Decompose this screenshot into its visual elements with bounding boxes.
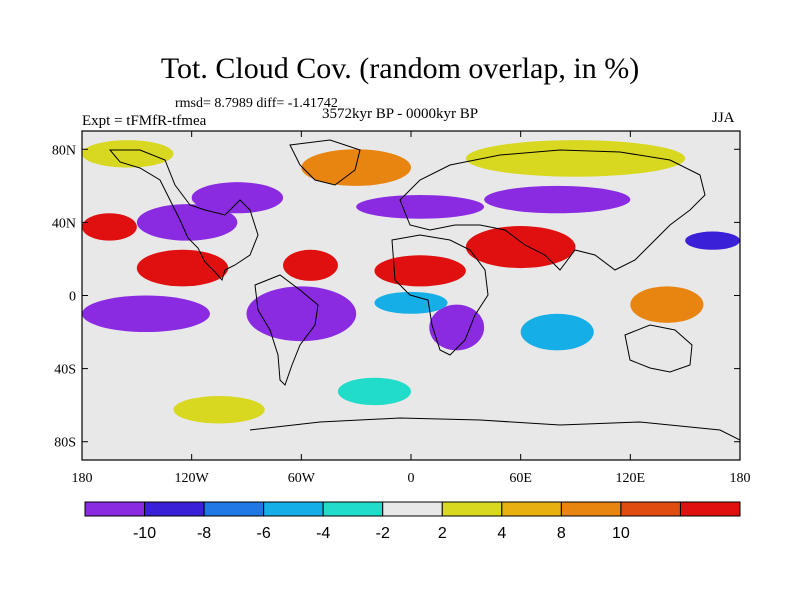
- x-tick-label: 120W: [175, 471, 210, 486]
- x-tick-label: 180: [730, 471, 751, 486]
- anomaly-region: [484, 185, 631, 214]
- anomaly-region: [82, 295, 210, 333]
- x-tick-label: 60W: [288, 471, 316, 486]
- anomaly-region: [337, 377, 412, 406]
- colorbar-swatch: [679, 501, 741, 517]
- colorbar-label: 2: [438, 525, 447, 542]
- anomaly-regions: [82, 140, 740, 424]
- anomaly-region: [136, 204, 238, 241]
- y-tick-label: 40S: [54, 363, 76, 378]
- anomaly-region: [374, 255, 466, 287]
- anomaly-region: [191, 182, 284, 214]
- colorbar-label: 10: [612, 525, 630, 542]
- coastline-africa: [391, 234, 489, 356]
- colorbar-swatch: [560, 501, 622, 517]
- y-tick-label: 80S: [54, 436, 76, 451]
- anomaly-region: [82, 140, 174, 168]
- colorbar-swatch: [263, 501, 324, 517]
- anomaly-region: [630, 286, 704, 323]
- coastline-north-america: [108, 149, 259, 282]
- colorbar-label: 8: [557, 525, 566, 542]
- y-axis: 80N 40N 0 40S 80S: [52, 143, 740, 451]
- colorbar-swatch: [382, 501, 443, 517]
- colorbar-swatch: [203, 501, 265, 517]
- colorbar-label: -6: [257, 525, 271, 542]
- x-axis: 180 120W 60W 0 60E 120E 180: [72, 131, 751, 486]
- anomaly-region: [301, 149, 411, 186]
- anomaly-region: [685, 231, 740, 250]
- colorbar-label: -10: [133, 525, 156, 542]
- colorbar-label: -2: [376, 525, 390, 542]
- period-label: 3572kyr BP - 0000kyr BP: [322, 106, 479, 122]
- anomaly-region: [356, 194, 485, 219]
- colorbar-label: 4: [497, 525, 506, 542]
- anomaly-region: [173, 396, 265, 424]
- colorbar-swatch: [501, 501, 562, 517]
- x-tick-label: 60E: [509, 471, 532, 486]
- colorbar-swatch: [620, 501, 681, 517]
- x-tick-label: 0: [408, 471, 415, 486]
- experiment-label: Expt = tFMfR-tfmea: [82, 113, 207, 129]
- y-tick-label: 40N: [52, 216, 76, 231]
- anomaly-region: [429, 304, 485, 351]
- colorbar-label: -8: [197, 525, 211, 542]
- coastline-antarctica: [249, 417, 740, 441]
- colorbar-swatch: [322, 501, 384, 517]
- y-tick-label: 0: [69, 290, 76, 305]
- colorbar-swatch: [441, 501, 503, 517]
- coastline-australia: [624, 324, 693, 373]
- anomaly-region: [465, 226, 576, 269]
- anomaly-region: [520, 313, 594, 351]
- coastlines: [108, 139, 740, 441]
- colorbar-swatch: [144, 501, 205, 517]
- colorbar-swatch: [84, 501, 146, 517]
- anomaly-region: [283, 249, 338, 281]
- map-title: Tot. Cloud Cov. (random overlap, in %): [160, 52, 640, 85]
- coastline-greenland: [289, 139, 361, 186]
- colorbar: -10 -8 -6 -4 -2 2 4 8 10: [84, 501, 741, 542]
- anomaly-region: [136, 249, 229, 287]
- colorbar-label: -4: [316, 525, 330, 542]
- y-tick-label: 80N: [52, 143, 76, 158]
- anomaly-region: [82, 213, 137, 241]
- x-tick-label: 180: [72, 471, 93, 486]
- anomaly-region: [246, 286, 357, 342]
- season-label: JJA: [712, 110, 735, 126]
- anomaly-region: [465, 140, 686, 177]
- coastline-eurasia: [399, 149, 706, 271]
- stats-text: rmsd= 8.7989 diff= -1.41742: [175, 96, 338, 111]
- x-tick-label: 120E: [616, 471, 646, 486]
- coastline-south-america: [254, 274, 319, 386]
